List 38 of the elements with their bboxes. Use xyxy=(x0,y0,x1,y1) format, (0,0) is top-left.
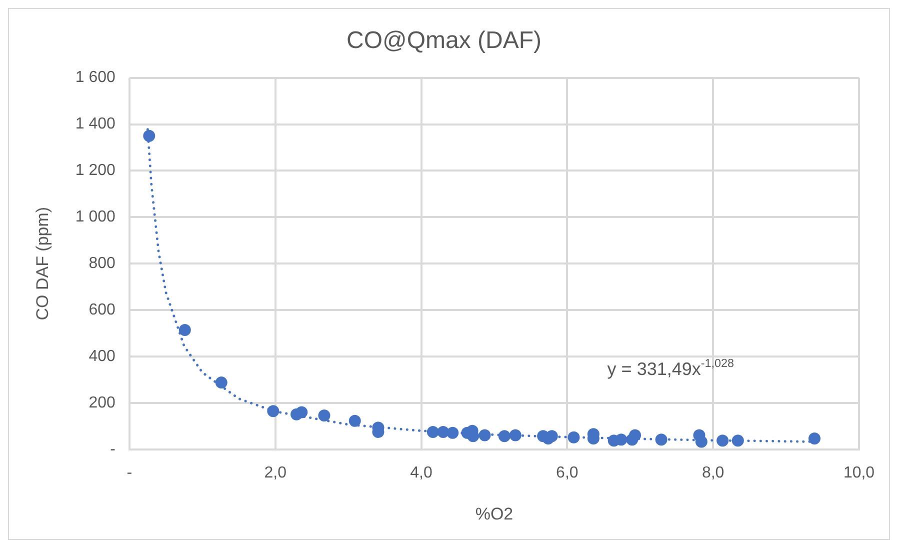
point xyxy=(655,434,668,446)
y-tick-label: 1 200 xyxy=(75,162,116,180)
point xyxy=(716,434,729,447)
y-tick-label: 200 xyxy=(88,394,116,412)
point xyxy=(615,434,628,446)
point xyxy=(808,432,820,444)
x-tick-label: 2,0 xyxy=(264,464,287,482)
point xyxy=(296,406,308,418)
x-tick-label: 6,0 xyxy=(556,464,578,482)
y-tick-label: 1 000 xyxy=(75,208,116,226)
point xyxy=(478,429,491,442)
point xyxy=(732,434,744,447)
x-tick-label: - xyxy=(126,464,132,482)
y-axis-title: CO DAF (ppm) xyxy=(32,206,52,320)
y-tick-label: 400 xyxy=(88,348,116,365)
point xyxy=(318,409,330,422)
point xyxy=(348,414,361,427)
x-axis-title: %O2 xyxy=(475,504,514,524)
point xyxy=(215,376,228,389)
y-tick-label: 1 400 xyxy=(75,116,116,133)
point xyxy=(498,430,510,442)
x-tick-label: 8,0 xyxy=(702,464,724,482)
y-tick-label: 800 xyxy=(88,255,116,272)
point xyxy=(426,426,439,438)
chart-title: CO@Qmax (DAF) xyxy=(346,27,542,54)
x-tick-label: 4,0 xyxy=(410,464,432,482)
y-tick-label: 1 600 xyxy=(75,69,116,86)
point xyxy=(143,130,156,142)
point xyxy=(446,426,459,439)
point xyxy=(695,436,708,448)
y-tick-label: 600 xyxy=(88,301,116,318)
point xyxy=(509,429,522,442)
y-tick-label: - xyxy=(110,440,116,458)
point xyxy=(267,405,280,418)
point xyxy=(629,429,642,442)
x-tick-label: 10,0 xyxy=(843,464,875,482)
point xyxy=(178,324,191,336)
point xyxy=(568,431,580,444)
